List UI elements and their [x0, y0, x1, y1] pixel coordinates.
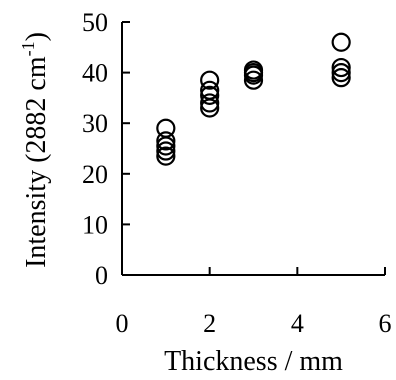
data-point	[243, 60, 264, 80]
y-axis-label-main: Intensity (2882 cm	[21, 56, 52, 268]
y-axis-label: Intensity (2882 cm-1)	[18, 32, 52, 268]
plot-area: 0 10 20 30 40 50 0 2 4 6	[82, 8, 392, 338]
x-axis-label: Thickness / mm	[164, 346, 343, 377]
x-tick-label: 6	[379, 309, 392, 338]
data-point	[156, 141, 176, 161]
x-axis-ticks: 0 2 4 6	[116, 267, 392, 338]
data-point	[331, 57, 351, 78]
data-point	[331, 62, 351, 83]
data-point	[156, 118, 176, 138]
y-tick-label: 10	[82, 210, 108, 239]
data-point	[331, 68, 351, 88]
data-point	[156, 146, 176, 166]
y-tick-label: 30	[82, 109, 108, 138]
data-point	[243, 70, 264, 90]
x-tick-label: 0	[116, 309, 129, 338]
data-point	[200, 80, 220, 100]
x-tick-label: 4	[291, 309, 304, 338]
data-point	[156, 131, 176, 151]
y-axis-label-superscript: -1	[18, 41, 38, 56]
data-point	[331, 32, 351, 52]
y-axis-label-close: )	[21, 32, 52, 41]
y-tick-label: 40	[82, 59, 108, 88]
y-tick-label: 20	[82, 160, 108, 189]
data-point	[200, 70, 220, 90]
data-points	[156, 32, 351, 166]
data-point	[200, 85, 220, 105]
x-tick-label: 2	[203, 309, 216, 338]
y-tick-label: 50	[82, 8, 108, 37]
y-tick-label: 0	[95, 261, 108, 290]
data-point	[200, 93, 220, 113]
y-axis-ticks: 0 10 20 30 40 50	[82, 8, 130, 290]
